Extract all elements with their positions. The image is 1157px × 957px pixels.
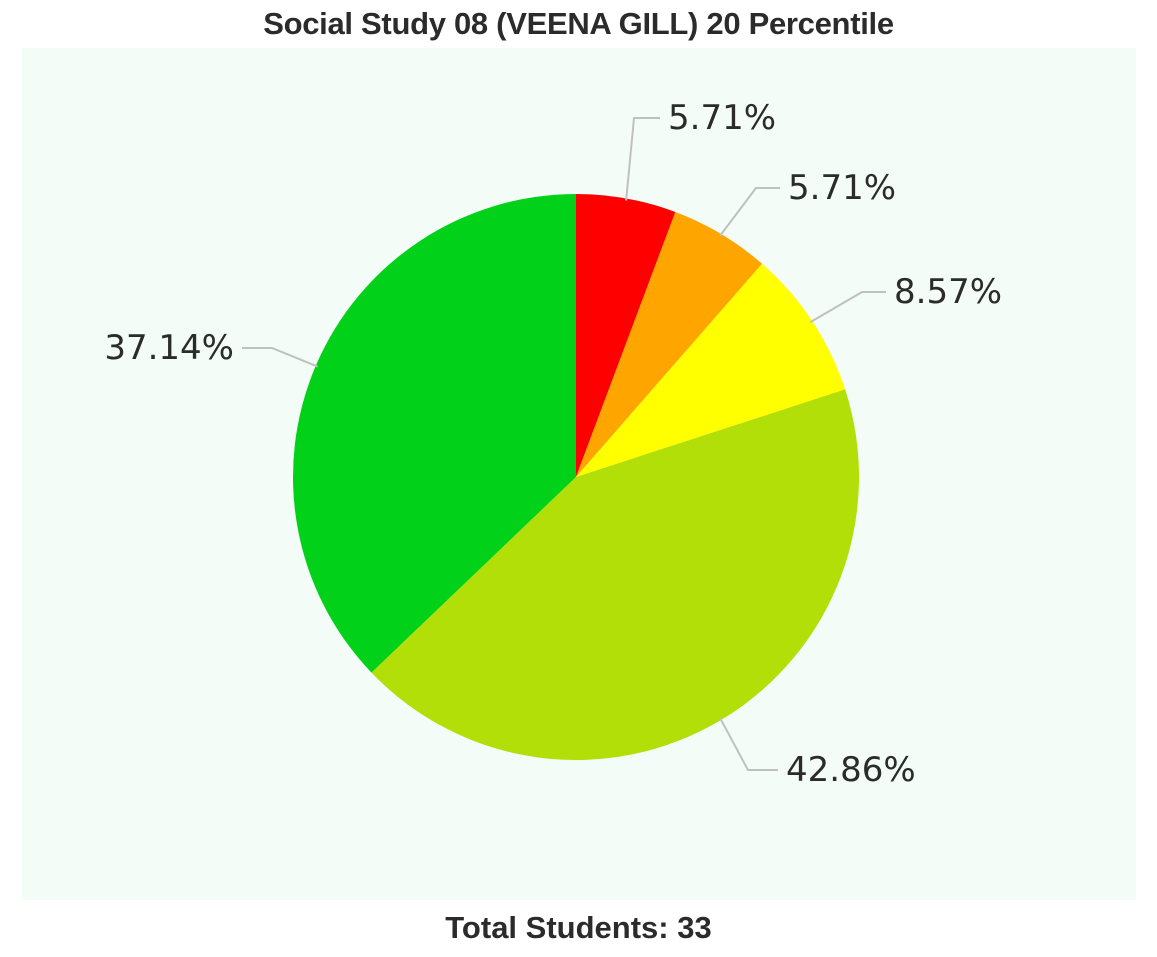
pie-slice-2[interactable] — [576, 212, 763, 477]
total-students: Total Students: 33 — [0, 906, 1157, 950]
data-label-1: 5.71% — [668, 98, 776, 138]
labels-layer: 5.71% 5.71% 8.57% 42.86% 37.14% — [104, 98, 1002, 790]
pie-slice-4[interactable] — [371, 389, 859, 760]
label-connector-2 — [719, 187, 780, 237]
chart-title: Social Study 08 (VEENA GILL) 20 Percenti… — [263, 6, 894, 41]
label-connector-3 — [809, 291, 886, 323]
label-connector-1 — [625, 117, 660, 201]
data-label-3: 8.57% — [894, 272, 1002, 312]
data-label-4: 42.86% — [786, 750, 916, 790]
slices-layer — [292, 193, 859, 760]
pie-slice-3[interactable] — [576, 263, 846, 477]
label-connector-4 — [719, 717, 778, 771]
pie-slice-1[interactable] — [576, 194, 676, 477]
data-label-5: 37.14% — [104, 328, 234, 368]
total-students-value: 33 — [677, 910, 712, 945]
data-label-2: 5.71% — [788, 168, 896, 208]
total-students-label: Total Students: — [445, 910, 669, 945]
label-connector-5 — [242, 347, 318, 368]
connectors-layer — [242, 117, 886, 771]
pie-slice-5[interactable] — [292, 193, 576, 673]
